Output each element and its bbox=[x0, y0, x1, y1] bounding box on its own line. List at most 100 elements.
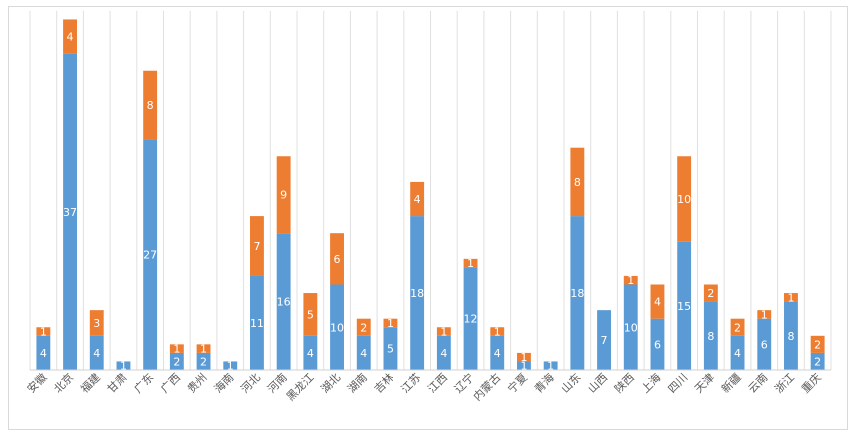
bar-blue-1 bbox=[63, 53, 77, 371]
bar-blue-2 bbox=[89, 335, 104, 370]
data-label: 3 bbox=[93, 317, 100, 330]
bar-orange-13 bbox=[383, 318, 398, 328]
bar-orange-28 bbox=[784, 293, 798, 302]
data-label: 1 bbox=[467, 257, 474, 270]
bar-orange-12 bbox=[356, 318, 371, 336]
bar-blue-4 bbox=[143, 139, 158, 370]
data-label: 11 bbox=[250, 317, 264, 330]
bar-blue-25 bbox=[703, 301, 718, 370]
data-label: 5 bbox=[387, 343, 394, 356]
bar-blue-28 bbox=[784, 301, 798, 370]
data-label: 16 bbox=[277, 296, 291, 309]
data-label: 1 bbox=[440, 326, 447, 339]
data-label: 1 bbox=[520, 360, 527, 373]
bar-orange-20 bbox=[570, 147, 585, 217]
data-label: 1 bbox=[387, 317, 394, 330]
x-tick-label: 新疆 bbox=[718, 370, 743, 395]
data-label: 8 bbox=[787, 330, 794, 343]
data-label: 6 bbox=[334, 253, 341, 266]
bar-blue-14 bbox=[410, 216, 425, 370]
data-label: 6 bbox=[654, 338, 661, 351]
bar-blue-10 bbox=[303, 335, 318, 370]
bar-orange-26 bbox=[730, 318, 745, 336]
gridlines bbox=[29, 10, 832, 370]
x-tick-label: 黑龙江 bbox=[284, 371, 317, 404]
data-label: 2 bbox=[734, 321, 741, 334]
bar-blue-6 bbox=[196, 352, 211, 370]
data-label: 1 bbox=[627, 274, 634, 287]
bar-orange-15 bbox=[436, 327, 451, 336]
x-tick-label: 浙江 bbox=[772, 371, 797, 396]
bar-blue-19 bbox=[543, 361, 558, 370]
data-label: 15 bbox=[677, 300, 691, 313]
x-tick-label: 山西 bbox=[585, 371, 610, 396]
data-label: 18 bbox=[570, 287, 584, 300]
bar-blue-23 bbox=[650, 318, 665, 370]
x-tick-label: 山东 bbox=[559, 371, 584, 396]
bar-orange-29 bbox=[810, 335, 825, 353]
data-label: 2 bbox=[173, 355, 180, 368]
x-tick-label: 宁夏 bbox=[505, 370, 530, 395]
data-label: 9 bbox=[280, 189, 287, 202]
bar-orange-2 bbox=[89, 310, 104, 336]
data-label: 2 bbox=[360, 321, 367, 334]
x-tick-label: 河北 bbox=[238, 371, 263, 396]
x-tick-label: 云南 bbox=[746, 371, 771, 396]
x-tick-label: 内蒙古 bbox=[470, 370, 503, 403]
data-label: 4 bbox=[734, 347, 741, 360]
x-tick-label: 海南 bbox=[211, 370, 236, 395]
x-tick-label: 青海 bbox=[531, 370, 556, 395]
data-label: 2 bbox=[814, 355, 821, 368]
data-label: 2 bbox=[814, 338, 821, 351]
bar-orange-18 bbox=[517, 352, 531, 362]
bar-blue-7 bbox=[223, 361, 238, 370]
x-tick-label: 广西 bbox=[158, 371, 183, 396]
bar-blue-24 bbox=[677, 241, 692, 370]
x-tick-label: 上海 bbox=[638, 370, 663, 395]
data-label: 6 bbox=[761, 338, 768, 351]
data-label: 7 bbox=[253, 240, 260, 253]
data-labels: 4137443127821211117169451064251184411214… bbox=[40, 31, 821, 373]
x-tick-label: 安徽 bbox=[24, 370, 49, 395]
data-label: 4 bbox=[414, 193, 421, 206]
bar-blue-13 bbox=[383, 327, 398, 370]
data-label: 1 bbox=[200, 343, 207, 356]
data-label: 1 bbox=[120, 360, 127, 373]
bar-orange-25 bbox=[703, 284, 718, 302]
bar-blue-15 bbox=[436, 335, 451, 370]
bar-orange-4 bbox=[143, 70, 158, 140]
data-label: 8 bbox=[574, 176, 581, 189]
bar-orange-1 bbox=[63, 19, 77, 54]
bar-blue-8 bbox=[250, 275, 264, 370]
data-label: 4 bbox=[307, 347, 314, 360]
bar-blue-27 bbox=[757, 318, 772, 370]
x-tick-label: 湖南 bbox=[345, 371, 370, 396]
bar-orange-9 bbox=[276, 156, 291, 234]
bar-blue-26 bbox=[730, 335, 745, 370]
bar-orange-8 bbox=[250, 216, 264, 276]
bar-blue-29 bbox=[810, 352, 825, 370]
bar-blue-9 bbox=[276, 233, 291, 370]
chart-frame: 4 1 37 4 4 3 1 27 8 2 1 2 1 1 11 7 16 9 4 5 10 6 4 2 5 1 18 4 4 1 12 1 4… bbox=[8, 6, 848, 430]
data-label: 37 bbox=[63, 206, 77, 219]
bar-blue-12 bbox=[356, 335, 371, 370]
data-label: 4 bbox=[494, 347, 501, 360]
data-label: 1 bbox=[761, 308, 768, 321]
bar-blue-0 bbox=[36, 335, 51, 370]
x-tick-label: 陕西 bbox=[611, 370, 636, 395]
bar-orange-5 bbox=[169, 344, 184, 353]
bar-blue-21 bbox=[597, 310, 611, 370]
x-tick-label: 江苏 bbox=[399, 371, 424, 396]
bar-orange-27 bbox=[757, 310, 772, 319]
bar-orange-10 bbox=[303, 293, 318, 336]
bar-blue-3 bbox=[116, 361, 131, 370]
data-label: 10 bbox=[330, 321, 344, 334]
bar-blue-17 bbox=[490, 335, 505, 370]
x-tick-label: 福建 bbox=[77, 370, 102, 395]
data-label: 10 bbox=[624, 321, 638, 334]
data-label: 1 bbox=[227, 360, 234, 373]
data-label: 1 bbox=[173, 343, 180, 356]
bar-blue-20 bbox=[570, 216, 585, 370]
data-label: 1 bbox=[787, 291, 794, 304]
